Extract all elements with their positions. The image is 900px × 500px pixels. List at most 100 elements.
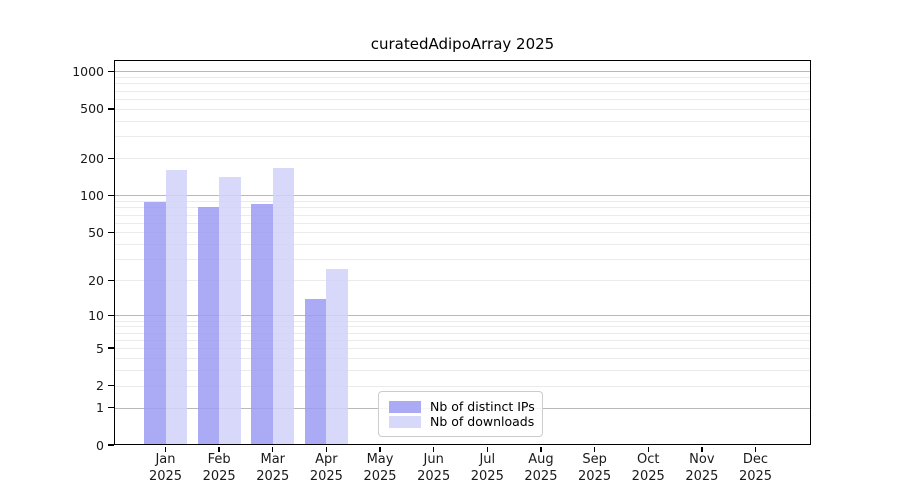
- minor-gridline: [114, 207, 811, 209]
- minor-gridline: [114, 332, 811, 334]
- y-tick-label: 0: [96, 437, 104, 453]
- x-tick-mark: [647, 446, 649, 452]
- y-tick-label: 5: [96, 340, 104, 356]
- x-tick-month: Nov: [689, 452, 715, 467]
- minor-gridline: [114, 158, 811, 160]
- minor-gridline: [114, 370, 811, 372]
- bar-feb-distinct-ips: [197, 206, 220, 445]
- y-tick-label: 1: [96, 400, 104, 416]
- x-tick-year: 2025: [202, 468, 236, 484]
- x-tick-month: Sep: [582, 452, 607, 467]
- legend-swatch-distinct-ips: [389, 400, 421, 413]
- minor-gridline: [114, 259, 811, 261]
- legend-item-downloads: Nb of downloads: [389, 414, 535, 429]
- minor-gridline: [114, 244, 811, 246]
- x-tick-year: 2025: [738, 468, 773, 484]
- x-tick-mark: [325, 446, 328, 452]
- y-tick-mark: [108, 194, 114, 197]
- minor-gridline: [114, 90, 811, 92]
- minor-gridline: [114, 214, 811, 216]
- x-tick-label-mar: Mar 2025: [241, 452, 305, 486]
- x-tick-year: 2025: [309, 468, 343, 484]
- x-tick-label-jan: Jan 2025: [134, 452, 198, 486]
- y-tick-mark: [108, 347, 114, 349]
- bar-jan-downloads: [165, 170, 187, 445]
- x-tick-label-jul: Jul 2025: [455, 452, 519, 486]
- plot-area: [114, 60, 811, 446]
- x-tick-year: 2025: [417, 468, 451, 484]
- x-tick-label-may: May 2025: [348, 452, 412, 486]
- y-tick-label: 50: [88, 224, 104, 240]
- x-tick-mark: [593, 446, 596, 452]
- x-tick-year: 2025: [363, 468, 397, 484]
- x-tick-month: May: [366, 452, 394, 467]
- x-tick-year: 2025: [578, 468, 612, 484]
- x-tick-mark: [379, 446, 381, 452]
- x-tick-month: Feb: [207, 452, 231, 467]
- x-tick-label-feb: Feb 2025: [187, 452, 251, 486]
- minor-gridline: [114, 222, 811, 224]
- x-tick-month: Mar: [260, 452, 286, 467]
- x-tick-mark: [433, 446, 435, 452]
- minor-gridline: [114, 357, 811, 359]
- major-gridline: [114, 195, 811, 197]
- y-tick-label: 200: [80, 150, 104, 166]
- y-tick-label: 20: [88, 272, 104, 288]
- minor-gridline: [114, 77, 811, 79]
- x-tick-month: Jul: [479, 452, 496, 467]
- y-tick-label: 1000: [72, 63, 104, 79]
- minor-gridline: [114, 201, 811, 203]
- y-tick-mark: [108, 384, 114, 387]
- x-tick-mark: [701, 446, 703, 452]
- legend-label-distinct-ips: Nb of distinct IPs: [430, 399, 535, 414]
- y-tick-mark: [108, 279, 114, 282]
- minor-gridline: [114, 136, 811, 138]
- minor-gridline: [114, 326, 811, 328]
- minor-gridline: [114, 83, 811, 85]
- y-tick-mark: [108, 231, 114, 234]
- legend-item-distinct-ips: Nb of distinct IPs: [389, 399, 535, 414]
- y-tick-mark: [108, 444, 114, 446]
- y-tick-mark: [108, 108, 114, 110]
- y-tick-mark: [108, 70, 114, 73]
- x-tick-month: Dec: [742, 452, 769, 467]
- bar-apr-distinct-ips: [304, 298, 327, 445]
- major-gridline: [114, 315, 811, 317]
- x-tick-month: Jun: [423, 452, 444, 467]
- x-tick-year: 2025: [470, 468, 504, 484]
- x-tick-year: 2025: [524, 468, 558, 484]
- chart-title: curatedAdipoArray 2025: [370, 35, 555, 53]
- y-tick-label: 500: [80, 101, 104, 117]
- bar-mar-distinct-ips: [251, 203, 273, 445]
- y-tick-label: 2: [96, 378, 104, 394]
- x-tick-year: 2025: [685, 468, 719, 484]
- bar-mar-downloads: [272, 167, 295, 445]
- x-tick-mark: [754, 446, 757, 452]
- x-tick-label-apr: Apr 2025: [294, 452, 358, 486]
- x-tick-mark: [164, 446, 167, 452]
- x-tick-mark: [486, 446, 488, 452]
- minor-gridline: [114, 108, 811, 110]
- x-tick-year: 2025: [631, 468, 665, 484]
- major-gridline: [114, 71, 811, 73]
- legend-label-downloads: Nb of downloads: [430, 414, 535, 429]
- y-tick-label: 100: [80, 187, 104, 203]
- x-tick-label-nov: Nov 2025: [670, 452, 734, 486]
- bar-jan-distinct-ips: [144, 201, 166, 445]
- x-tick-label-oct: Oct 2025: [616, 452, 680, 486]
- bar-apr-downloads: [326, 268, 348, 445]
- x-tick-month: Oct: [636, 452, 660, 467]
- x-tick-year: 2025: [148, 468, 183, 484]
- x-tick-label-jun: Jun 2025: [402, 452, 466, 486]
- y-tick-mark: [108, 406, 114, 409]
- minor-gridline: [114, 120, 811, 122]
- minor-gridline: [114, 280, 811, 282]
- x-tick-month: Apr: [315, 452, 338, 467]
- x-tick-year: 2025: [256, 468, 290, 484]
- x-tick-label-dec: Dec 2025: [723, 452, 787, 486]
- bar-feb-downloads: [219, 177, 241, 445]
- y-tick-label: 10: [88, 307, 104, 323]
- y-tick-mark: [108, 314, 114, 316]
- minor-gridline: [114, 232, 811, 234]
